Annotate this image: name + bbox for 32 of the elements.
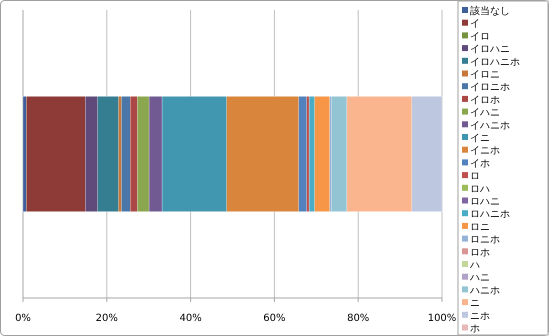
legend-label: イロハニホ [470,56,520,68]
x-tick-label: 40% [179,313,202,324]
legend-label: イハニ [470,108,500,119]
x-tick-label: 100% [428,313,456,324]
legend-label: ロニ [470,222,490,233]
x-tick-label: 60% [263,313,286,324]
legend-label: ニホ [470,310,490,322]
legend-label: イロ [470,31,490,42]
legend-label: イニ [470,133,490,144]
legend-label: ハニ [469,272,490,284]
legend-label: イロニホ [470,82,510,94]
x-tick-label: 0% [15,313,31,324]
legend-label: ニ [470,298,480,310]
legend-label: 該当なし [470,5,510,17]
legend-label: ロ [470,171,480,182]
x-tick-label: 80% [347,313,370,324]
legend-label: ハ [469,260,480,271]
legend-label: イニホ [470,146,500,157]
legend-label: イロハニ [470,44,510,56]
legend-label: イロニ [470,70,500,80]
legend-label: ハニホ [469,285,500,296]
legend-label: イ [470,18,480,30]
legend-label: イロホ [470,94,500,106]
legend-label: ロハニホ [470,209,510,220]
legend-label: ロニホ [470,234,500,246]
legend-label: ロホ [470,247,490,258]
legend-label: ロハ [470,184,490,195]
x-tick-label: 20% [96,313,118,324]
legend-label: ホ [470,324,480,334]
legend-label: イハニホ [470,120,510,132]
legend-label: イホ [470,158,490,170]
legend-label: ロハニ [470,196,500,208]
